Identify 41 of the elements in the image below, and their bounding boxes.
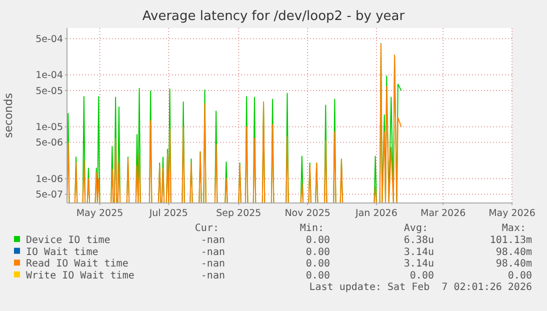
text: Min: [300,223,324,234]
chart-title: Average latency for /dev/loop2 - by year [142,9,406,24]
text: Last update: Sat Feb 7 02:01:26 2026 [309,282,532,293]
x-tick-label: May 2025 [76,208,124,219]
text: 3.14u [404,246,434,258]
text: 0.00 [306,246,330,258]
text: 101.13m [490,235,532,246]
x-tick-label: May 2026 [488,208,536,219]
text: 3.14u [404,258,434,270]
legend-label: IO Wait time [26,246,98,258]
y-tick-label: 5e-07 [36,190,63,201]
text: 6.38u [404,235,434,246]
text: -nan [200,235,225,246]
text: 0.00 [410,270,434,282]
y-tick-label: 1e-05 [36,122,63,134]
text: 0.00 [508,270,532,282]
x-tick-label: Jan 2026 [354,208,398,219]
legend-label: Read IO Wait time [26,258,128,270]
text: -nan [200,258,225,270]
text: 98.40m [496,246,532,258]
text: Max: [502,223,526,234]
text: Cur: [194,223,219,234]
legend-label: Write IO Wait time [26,270,134,282]
text: -nan [200,270,225,282]
y-axis-title: seconds [2,92,15,138]
y-tick-label: 5e-06 [36,138,63,149]
legend-label: Device IO time [26,235,110,246]
text: 98.40m [496,258,532,270]
y-tick-label: 5e-05 [36,86,63,97]
text: 0.00 [306,235,330,246]
text: Avg: [404,223,428,234]
y-tick-label: 5e-04 [36,34,63,45]
x-tick-label: Jul 2025 [148,208,188,219]
x-tick-label: Sep 2025 [216,208,262,219]
y-tick-label: 1e-06 [36,174,63,186]
y-tick-label: 1e-04 [36,70,63,82]
x-tick-label: Mar 2026 [420,208,466,219]
text: 0.00 [306,270,330,282]
text: 0.00 [306,258,330,270]
text: -nan [200,246,225,258]
x-tick-label: Nov 2025 [284,208,330,219]
